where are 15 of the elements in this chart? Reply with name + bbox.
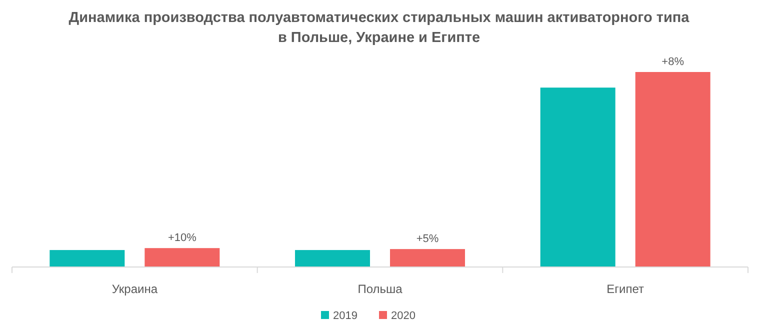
- legend-label: 2020: [391, 310, 416, 322]
- x-tick-label: Египет: [606, 282, 645, 296]
- bar: [540, 88, 616, 267]
- bar: [635, 72, 710, 267]
- bar: [144, 248, 220, 267]
- x-tick-label: Украина: [112, 282, 158, 296]
- bar: [390, 249, 465, 267]
- bar: [295, 250, 370, 267]
- legend-label: 2019: [333, 310, 358, 322]
- x-tick-label: Польша: [358, 282, 403, 296]
- bar: [50, 250, 125, 267]
- text: +8%: [662, 56, 684, 68]
- annotation: +5%: [416, 233, 439, 246]
- chart-title: Динамика производства полуавтоматических стиральных машин активаторного типа в Польше, Украине и Египте: [68, 10, 690, 46]
- annotation: +10%: [168, 232, 197, 244]
